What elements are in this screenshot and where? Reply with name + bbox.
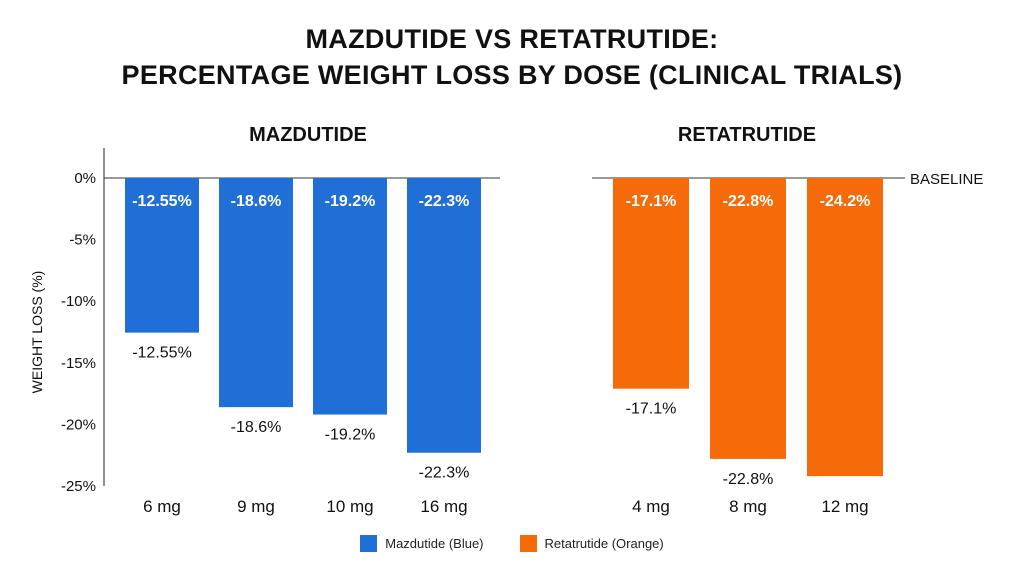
data-label-inside-retatrutide: -22.8%: [723, 193, 774, 210]
bar-retatrutide: [613, 178, 689, 389]
x-tick-label-mazdutide: 16 mg: [420, 497, 467, 516]
y-tick-label: -10%: [61, 293, 96, 310]
y-tick-label: -15%: [61, 355, 96, 372]
y-axis-title: WEIGHT LOSS (%): [29, 271, 45, 394]
data-label-inside-mazdutide: -12.55%: [132, 193, 192, 210]
data-label-inside-mazdutide: -22.3%: [419, 193, 470, 210]
x-tick-label-mazdutide: 10 mg: [326, 497, 373, 516]
legend: Mazdutide (Blue) Retatrutide (Orange): [0, 535, 1024, 552]
baseline-label: BASELINE: [910, 171, 983, 188]
y-tick-label: 0%: [74, 170, 96, 187]
data-label-below-mazdutide: -22.3%: [419, 465, 470, 482]
legend-item-retatrutide: Retatrutide (Orange): [519, 535, 664, 552]
bar-mazdutide: [313, 178, 387, 415]
legend-label-mazdutide: Mazdutide (Blue): [385, 536, 484, 551]
data-label-below-mazdutide: -18.6%: [231, 419, 282, 436]
x-tick-label-retatrutide: 12 mg: [821, 497, 868, 516]
data-label-inside-retatrutide: -24.2%: [820, 193, 871, 210]
data-label-below-mazdutide: -19.2%: [325, 427, 376, 444]
chart-canvas: 0% -5% -10% -15% -20% -25% WEIGHT LOSS (%) BASE…: [29, 124, 983, 516]
data-label-below-mazdutide: -12.55%: [132, 345, 192, 362]
data-label-below-retatrutide: -22.8%: [723, 471, 774, 488]
x-tick-label-mazdutide: 6 mg: [143, 497, 181, 516]
data-label-inside-retatrutide: -17.1%: [626, 193, 677, 210]
bar-mazdutide: [125, 178, 199, 333]
chart-title-line1: MAZDUTIDE VS RETATRUTIDE:: [305, 24, 719, 54]
x-tick-label-retatrutide: 4 mg: [632, 497, 670, 516]
bar-mazdutide: [219, 178, 293, 408]
legend-swatch-retatrutide: [519, 535, 537, 552]
legend-item-mazdutide: Mazdutide (Blue): [360, 535, 484, 552]
legend-label-retatrutide: Retatrutide (Orange): [544, 536, 664, 551]
bar-retatrutide: [807, 178, 883, 477]
data-label-inside-mazdutide: -19.2%: [325, 193, 376, 210]
legend-swatch-mazdutide: [360, 535, 378, 552]
chart-title-line2: PERCENTAGE WEIGHT LOSS BY DOSE (CLINICAL…: [121, 60, 903, 90]
x-tick-label-retatrutide: 8 mg: [729, 497, 767, 516]
bar-retatrutide: [710, 178, 786, 459]
y-tick-label: -20%: [61, 416, 96, 433]
bar-mazdutide: [407, 178, 481, 453]
data-label-below-retatrutide: -17.1%: [626, 401, 677, 418]
data-label-inside-mazdutide: -18.6%: [231, 193, 282, 210]
panel-title-retatrutide: RETATRUTIDE: [678, 124, 816, 146]
y-tick-label: -25%: [61, 478, 96, 495]
y-tick-label: -5%: [69, 232, 96, 249]
panel-title-mazdutide: MAZDUTIDE: [249, 124, 367, 146]
x-tick-label-mazdutide: 9 mg: [237, 497, 275, 516]
